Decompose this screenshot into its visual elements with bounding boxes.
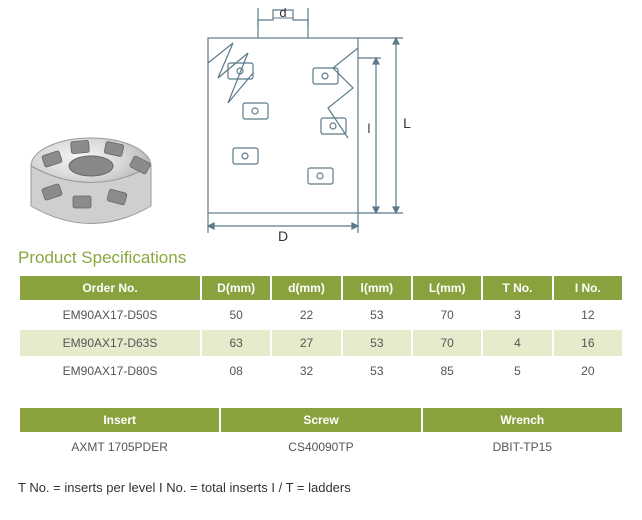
cell: 85 [413, 358, 481, 384]
cell: EM90AX17-D50S [20, 302, 200, 328]
cell: 53 [343, 358, 411, 384]
col-d: d(mm) [272, 276, 340, 300]
cell: EM90AX17-D63S [20, 330, 200, 356]
cell: CS40090TP [221, 434, 420, 460]
spec-table: Order No. D(mm) d(mm) l(mm) L(mm) T No. … [18, 274, 624, 386]
table-row: EM90AX17-D50S 50 22 53 70 3 12 [20, 302, 622, 328]
technical-drawing: D d l L [193, 8, 413, 243]
cell: 53 [343, 302, 411, 328]
col-D: D(mm) [202, 276, 270, 300]
col-insert: Insert [20, 408, 219, 432]
col-wrench: Wrench [423, 408, 622, 432]
acc-header-row: Insert Screw Wrench [20, 408, 622, 432]
dim-D-label: D [278, 228, 288, 243]
table-row: EM90AX17-D80S 08 32 53 85 5 20 [20, 358, 622, 384]
cell: 5 [483, 358, 551, 384]
footnote: T No. = inserts per level I No. = total … [18, 480, 624, 495]
col-L: L(mm) [413, 276, 481, 300]
cell: 53 [343, 330, 411, 356]
cell: AXMT 1705PDER [20, 434, 219, 460]
cell: 3 [483, 302, 551, 328]
col-T-no: T No. [483, 276, 551, 300]
col-order-no: Order No. [20, 276, 200, 300]
cell: 20 [554, 358, 622, 384]
table-row: AXMT 1705PDER CS40090TP DBIT-TP15 [20, 434, 622, 460]
cell: 32 [272, 358, 340, 384]
table-row: EM90AX17-D63S 63 27 53 70 4 16 [20, 330, 622, 356]
cell: DBIT-TP15 [423, 434, 622, 460]
cell: 27 [272, 330, 340, 356]
cell: EM90AX17-D80S [20, 358, 200, 384]
diagram-area: D d l L [18, 8, 624, 256]
accessory-table: Insert Screw Wrench AXMT 1705PDER CS4009… [18, 406, 624, 462]
col-l: l(mm) [343, 276, 411, 300]
spec-header-row: Order No. D(mm) d(mm) l(mm) L(mm) T No. … [20, 276, 622, 300]
col-I-no: I No. [554, 276, 622, 300]
cell: 4 [483, 330, 551, 356]
dim-L-upper-label: L [403, 115, 411, 131]
product-photo [13, 91, 173, 251]
cell: 16 [554, 330, 622, 356]
cell: 63 [202, 330, 270, 356]
cell: 12 [554, 302, 622, 328]
cell: 70 [413, 302, 481, 328]
dim-d-label: d [279, 8, 286, 20]
cell: 08 [202, 358, 270, 384]
cell: 22 [272, 302, 340, 328]
col-screw: Screw [221, 408, 420, 432]
dim-l-lower-label: l [368, 121, 371, 136]
cell: 50 [202, 302, 270, 328]
cell: 70 [413, 330, 481, 356]
